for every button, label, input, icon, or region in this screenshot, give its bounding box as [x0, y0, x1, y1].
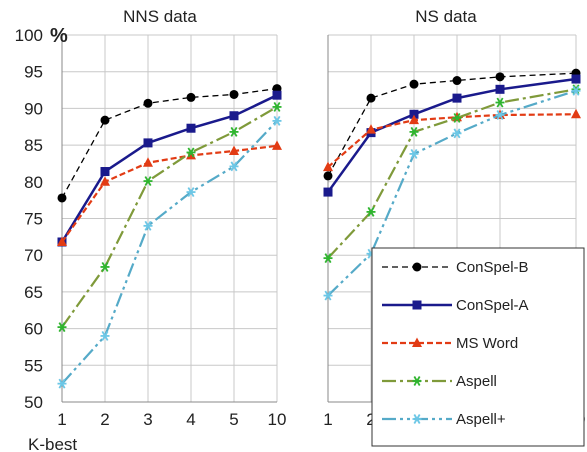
data-point — [57, 322, 67, 333]
series-line-conspel-b — [61, 87, 278, 199]
y-axis-unit: % — [50, 25, 68, 47]
data-point — [143, 176, 153, 187]
y-tick-label: 80 — [24, 173, 43, 192]
x-tick-label: 1 — [323, 410, 332, 429]
data-point — [452, 76, 462, 86]
panel-title-nns: NNS data — [123, 7, 197, 26]
panel-title-ns: NS data — [415, 7, 477, 26]
data-point — [409, 79, 419, 89]
x-tick-label: 2 — [366, 410, 375, 429]
data-point — [272, 101, 282, 112]
data-point — [57, 236, 67, 246]
data-point — [366, 206, 376, 217]
data-point — [323, 290, 333, 301]
data-point — [409, 114, 419, 125]
data-point — [272, 90, 282, 100]
data-point — [100, 167, 110, 177]
series-line-aspell- — [327, 89, 577, 297]
x-tick-label: 2 — [100, 410, 109, 429]
data-point — [409, 126, 419, 137]
data-point — [143, 157, 153, 167]
data-point — [100, 176, 110, 186]
legend-label: Aspell+ — [456, 411, 506, 428]
data-point — [143, 138, 153, 148]
x-tick-label: 5 — [229, 410, 238, 429]
data-point — [495, 72, 505, 82]
data-point — [229, 89, 239, 99]
series-line-ms-word — [327, 113, 577, 168]
data-point — [366, 124, 376, 134]
data-point — [100, 115, 110, 125]
legend-box — [371, 247, 585, 447]
y-tick-label: 50 — [24, 393, 43, 412]
y-tick-label: 100 — [15, 26, 43, 45]
legend-label: ConSpel-B — [456, 259, 529, 276]
data-point — [409, 148, 419, 159]
series-line-aspell — [327, 88, 577, 259]
series-line-conspel-a — [326, 77, 577, 193]
y-tick-label: 95 — [24, 63, 43, 82]
data-point — [495, 110, 505, 120]
data-point — [186, 187, 196, 198]
legend: ConSpel-B ConSpel-A MS Word Aspell Aspell+ — [371, 247, 585, 447]
legend-label: Aspell — [456, 373, 497, 390]
data-point — [323, 171, 333, 181]
data-point — [452, 93, 462, 103]
data-point — [323, 161, 333, 172]
legend-marker — [412, 337, 422, 347]
y-tick-label: 85 — [24, 136, 43, 155]
data-point — [229, 126, 239, 137]
data-point — [229, 161, 239, 172]
data-point — [571, 74, 581, 84]
y-tick-label: 90 — [24, 99, 43, 118]
data-point — [186, 147, 196, 158]
text-layer: NNS data NS data % K-best 50 55 60 65 70 75 80… — [15, 7, 586, 452]
data-point — [100, 261, 110, 272]
legend-marker — [412, 414, 422, 424]
data-point — [323, 253, 333, 264]
data-point — [186, 92, 196, 102]
x-tick-label: 3 — [143, 410, 152, 429]
legend-label: MS Word — [456, 335, 518, 352]
y-tick-label: 55 — [24, 356, 43, 375]
data-point — [495, 97, 505, 108]
x-tick-label: 4 — [186, 410, 195, 429]
data-point — [272, 140, 282, 150]
x-tick-label: 1 — [57, 410, 66, 429]
legend-label: ConSpel-A — [456, 297, 529, 314]
data-point — [57, 378, 67, 389]
legend-marker — [412, 376, 422, 386]
data-point — [366, 93, 376, 103]
data-point — [229, 111, 239, 121]
y-tick-label: 75 — [24, 210, 43, 229]
series-line-conspel-a — [60, 94, 278, 243]
data-point — [186, 123, 196, 133]
series-line-aspell — [61, 105, 278, 328]
data-point — [229, 145, 239, 155]
data-point — [452, 112, 462, 123]
series-line-conspel-b — [327, 72, 577, 177]
series-layer — [57, 68, 581, 389]
data-point — [143, 220, 153, 231]
data-point — [452, 128, 462, 139]
series-line-ms-word — [61, 144, 278, 243]
y-tick-label: 60 — [24, 320, 43, 339]
x-tick-label: 10 — [268, 410, 287, 429]
y-tick-label: 65 — [24, 283, 43, 302]
data-point — [57, 193, 67, 203]
legend-marker — [412, 262, 422, 272]
data-point — [571, 108, 581, 119]
data-point — [495, 84, 505, 94]
legend-marker — [412, 300, 422, 310]
series-line-aspell- — [61, 120, 278, 385]
data-point — [409, 109, 419, 119]
data-point — [571, 85, 581, 96]
data-point — [143, 98, 153, 108]
y-tick-label: 70 — [24, 246, 43, 265]
data-point — [272, 115, 282, 126]
x-axis-label: K-best — [28, 435, 77, 452]
data-point — [323, 187, 333, 197]
data-point — [100, 330, 110, 341]
